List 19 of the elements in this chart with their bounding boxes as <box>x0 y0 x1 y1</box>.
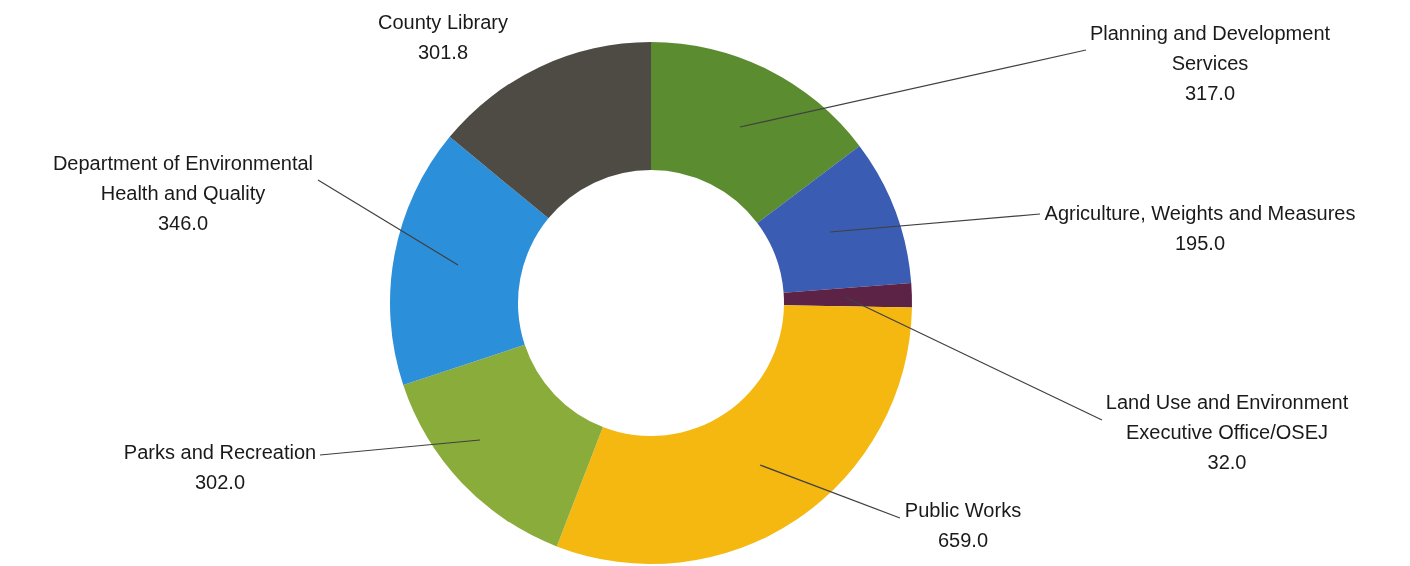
data-label: 317.0 <box>1184 82 1236 104</box>
donut-slice <box>757 145 912 293</box>
donut-slice <box>651 42 860 223</box>
slice-label: Public Works <box>904 499 1022 521</box>
donut-slice <box>783 283 912 308</box>
slice-label: Department of Environmental Health and Quality <box>52 152 314 204</box>
slice-label: County Library <box>377 11 509 33</box>
slice-label: Planning and Development Services <box>1089 22 1331 74</box>
data-label: 346.0 <box>157 212 209 234</box>
slice-label: Agriculture, Weights and Measures <box>1044 202 1356 224</box>
slice-label: Land Use and Environment Executive Office/OSEJ <box>1105 391 1349 443</box>
data-label: 302.0 <box>194 471 246 493</box>
donut-slice <box>403 344 603 547</box>
donut-slice <box>390 136 549 386</box>
data-label: 301.8 <box>417 41 469 63</box>
data-label: 195.0 <box>1174 232 1226 254</box>
data-label: 32.0 <box>1207 451 1247 473</box>
slice-label: Parks and Recreation <box>123 441 317 463</box>
data-label: 659.0 <box>937 529 989 551</box>
